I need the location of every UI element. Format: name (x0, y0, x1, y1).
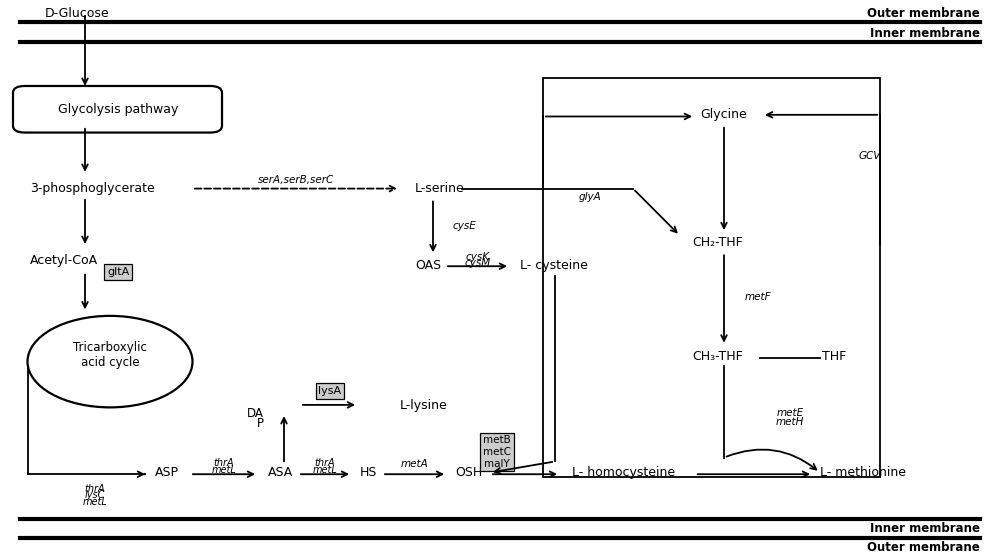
Text: OAS: OAS (415, 259, 441, 272)
Text: Inner membrane: Inner membrane (870, 522, 980, 535)
Text: cysM: cysM (465, 259, 491, 269)
Text: THF: THF (822, 350, 846, 363)
Text: Outer membrane: Outer membrane (867, 542, 980, 554)
Text: metL: metL (212, 465, 236, 475)
Text: metL: metL (83, 497, 107, 507)
Text: ASP: ASP (155, 466, 179, 479)
Text: metH: metH (776, 416, 804, 426)
Text: metA: metA (401, 459, 429, 469)
FancyBboxPatch shape (13, 86, 222, 132)
Text: L- cysteine: L- cysteine (520, 259, 588, 272)
Bar (543, 78, 880, 477)
Ellipse shape (28, 316, 192, 408)
Text: metL: metL (313, 465, 337, 475)
Text: L- homocysteine: L- homocysteine (572, 466, 675, 479)
Text: lysC: lysC (85, 490, 105, 500)
Text: metF: metF (745, 292, 772, 302)
Text: thrA: thrA (214, 458, 234, 468)
Text: thrA: thrA (315, 458, 335, 468)
Text: P: P (256, 417, 264, 430)
Text: serA,serB,serC: serA,serB,serC (258, 175, 334, 185)
Text: lysA: lysA (318, 386, 342, 396)
Text: 3-phosphoglycerate: 3-phosphoglycerate (30, 182, 155, 195)
Text: cysE: cysE (453, 221, 477, 231)
Text: D-Glucose: D-Glucose (45, 7, 110, 21)
FancyArrowPatch shape (727, 449, 816, 469)
Text: L-serine: L-serine (415, 182, 465, 195)
Text: Glycolysis pathway: Glycolysis pathway (58, 103, 178, 116)
Text: metB
metC
malY: metB metC malY (483, 435, 511, 469)
Text: DA: DA (247, 406, 263, 420)
Text: gltA: gltA (107, 267, 129, 277)
Text: glyA: glyA (579, 192, 601, 202)
Text: CH₂-THF: CH₂-THF (692, 236, 743, 250)
Text: Inner membrane: Inner membrane (870, 27, 980, 40)
Text: metE: metE (776, 408, 804, 418)
Text: Acetyl-CoA: Acetyl-CoA (30, 254, 98, 267)
Text: L- methionine: L- methionine (820, 466, 906, 479)
Text: Tricarboxylic
acid cycle: Tricarboxylic acid cycle (73, 341, 147, 369)
Text: Glycine: Glycine (700, 108, 747, 121)
Text: ASA: ASA (268, 466, 293, 479)
Text: GCV: GCV (859, 151, 881, 161)
Text: Outer membrane: Outer membrane (867, 7, 980, 21)
Text: thrA: thrA (85, 484, 105, 494)
Text: OSH: OSH (455, 466, 482, 479)
Text: HS: HS (360, 466, 377, 479)
Text: CH₃-THF: CH₃-THF (692, 350, 743, 363)
Text: L-lysine: L-lysine (400, 400, 448, 413)
Text: cysK: cysK (466, 252, 490, 262)
